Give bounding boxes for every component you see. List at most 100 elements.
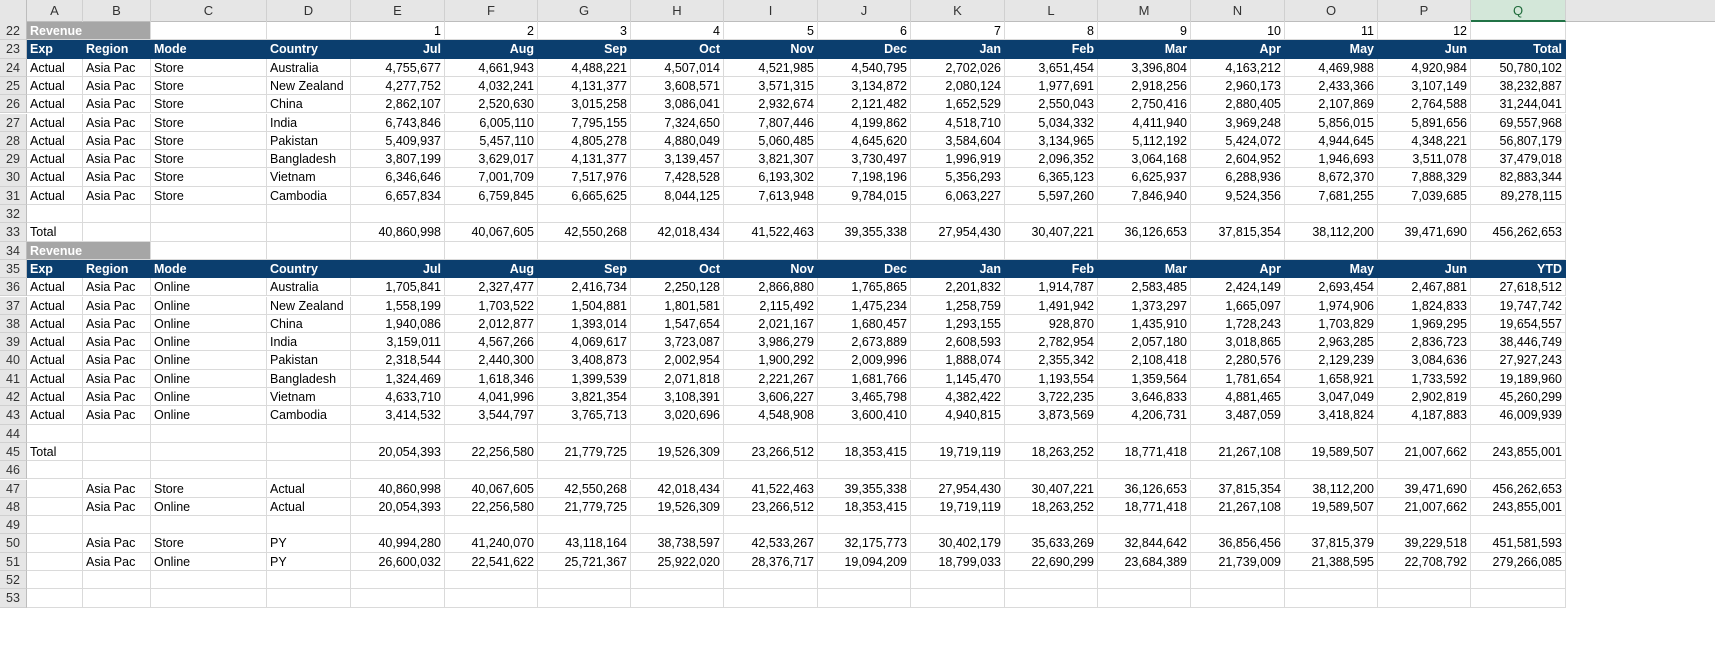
table-cell[interactable]: Total bbox=[27, 442, 83, 462]
table-cell[interactable]: India bbox=[267, 333, 351, 352]
month-index-cell[interactable] bbox=[1378, 241, 1471, 260]
month-index-cell[interactable]: 4 bbox=[631, 22, 724, 41]
table-cell[interactable]: Asia Pac bbox=[83, 168, 151, 187]
table-cell[interactable]: 4,069,617 bbox=[538, 333, 631, 352]
table-cell[interactable]: 3,418,824 bbox=[1285, 406, 1378, 425]
table-cell[interactable] bbox=[1005, 461, 1098, 480]
table-cell[interactable] bbox=[83, 223, 151, 242]
table-cell[interactable]: 6,657,834 bbox=[351, 186, 445, 205]
table-cell[interactable]: Asia Pac bbox=[83, 131, 151, 151]
table-cell[interactable]: 5,891,656 bbox=[1378, 113, 1471, 132]
table-cell[interactable]: 2,902,819 bbox=[1378, 388, 1471, 407]
table-cell[interactable]: 3,873,569 bbox=[1005, 406, 1098, 425]
table-cell[interactable]: 4,131,377 bbox=[538, 150, 631, 169]
table-cell[interactable]: 4,382,422 bbox=[911, 388, 1005, 407]
table-cell[interactable] bbox=[1378, 571, 1471, 590]
table-cell[interactable]: 27,954,430 bbox=[911, 479, 1005, 498]
table-cell[interactable] bbox=[267, 223, 351, 242]
table-cell[interactable]: Australia bbox=[267, 58, 351, 77]
column-header-o[interactable]: O bbox=[1285, 0, 1378, 22]
table-cell[interactable]: 2,121,482 bbox=[818, 95, 911, 114]
table-cell[interactable]: 30,407,221 bbox=[1005, 479, 1098, 498]
table-cell[interactable]: 6,625,937 bbox=[1098, 168, 1191, 187]
table-cell[interactable]: 2,355,342 bbox=[1005, 351, 1098, 370]
row-header-24[interactable]: 24 bbox=[0, 58, 27, 77]
column-header-h[interactable]: H bbox=[631, 0, 724, 22]
month-index-cell[interactable]: 7 bbox=[911, 22, 1005, 41]
table-cell[interactable]: 21,388,595 bbox=[1285, 552, 1378, 571]
table-cell[interactable]: 7,001,709 bbox=[445, 168, 538, 187]
table-cell[interactable]: 20,054,393 bbox=[351, 497, 445, 517]
table-cell[interactable]: 18,771,418 bbox=[1098, 442, 1191, 462]
table-cell[interactable]: 89,278,115 bbox=[1471, 186, 1566, 205]
table-cell[interactable]: 7,807,446 bbox=[724, 113, 818, 132]
month-index-cell[interactable] bbox=[538, 241, 631, 260]
table-cell[interactable]: 4,032,241 bbox=[445, 76, 538, 96]
table-cell[interactable]: Actual bbox=[27, 351, 83, 370]
table-cell[interactable]: 36,856,456 bbox=[1191, 534, 1285, 553]
table-cell[interactable] bbox=[1378, 424, 1471, 443]
table-cell[interactable]: 2,673,889 bbox=[818, 333, 911, 352]
select-all-corner[interactable] bbox=[0, 0, 27, 22]
row-header-48[interactable]: 48 bbox=[0, 497, 27, 517]
table-cell[interactable]: 3,064,168 bbox=[1098, 150, 1191, 169]
table-cell[interactable]: 6,193,302 bbox=[724, 168, 818, 187]
table-header-cell[interactable]: Aug bbox=[445, 40, 538, 59]
table-cell[interactable]: 4,645,620 bbox=[818, 131, 911, 151]
month-index-cell[interactable]: 2 bbox=[445, 22, 538, 41]
table-cell[interactable]: 1,765,865 bbox=[818, 278, 911, 297]
table-cell[interactable]: 22,541,622 bbox=[445, 552, 538, 571]
table-cell[interactable]: 3,047,049 bbox=[1285, 388, 1378, 407]
table-cell[interactable]: 3,807,199 bbox=[351, 150, 445, 169]
table-cell[interactable]: 38,112,200 bbox=[1285, 479, 1378, 498]
table-cell[interactable] bbox=[1191, 571, 1285, 590]
column-header-q[interactable]: Q bbox=[1471, 0, 1566, 22]
table-cell[interactable]: 1,652,529 bbox=[911, 95, 1005, 114]
table-cell[interactable]: 2,107,869 bbox=[1285, 95, 1378, 114]
table-cell[interactable] bbox=[267, 589, 351, 608]
table-cell[interactable]: 2,416,734 bbox=[538, 278, 631, 297]
table-cell[interactable]: 1,914,787 bbox=[1005, 278, 1098, 297]
table-cell[interactable]: 41,522,463 bbox=[724, 223, 818, 242]
table-cell[interactable]: 4,881,465 bbox=[1191, 388, 1285, 407]
table-cell[interactable]: 4,469,988 bbox=[1285, 58, 1378, 77]
table-cell[interactable] bbox=[538, 424, 631, 443]
table-cell[interactable] bbox=[1098, 461, 1191, 480]
table-cell[interactable]: 3,020,696 bbox=[631, 406, 724, 425]
row-header-32[interactable]: 32 bbox=[0, 205, 27, 224]
table-cell[interactable]: 4,507,014 bbox=[631, 58, 724, 77]
table-cell[interactable] bbox=[911, 516, 1005, 535]
table-cell[interactable]: 456,262,653 bbox=[1471, 223, 1566, 242]
table-cell[interactable]: 21,779,725 bbox=[538, 497, 631, 517]
table-cell[interactable] bbox=[631, 205, 724, 224]
table-cell[interactable]: 2,918,256 bbox=[1098, 76, 1191, 96]
table-cell[interactable]: Actual bbox=[27, 278, 83, 297]
table-cell[interactable] bbox=[83, 424, 151, 443]
table-cell[interactable]: 3,544,797 bbox=[445, 406, 538, 425]
month-index-cell[interactable] bbox=[151, 241, 267, 260]
table-cell[interactable]: Asia Pac bbox=[83, 150, 151, 169]
table-cell[interactable]: 82,883,344 bbox=[1471, 168, 1566, 187]
table-cell[interactable]: 2,880,405 bbox=[1191, 95, 1285, 114]
month-index-cell[interactable] bbox=[151, 22, 267, 41]
table-cell[interactable]: 3,086,041 bbox=[631, 95, 724, 114]
table-cell[interactable]: Actual bbox=[27, 58, 83, 77]
table-cell[interactable]: 456,262,653 bbox=[1471, 479, 1566, 498]
table-cell[interactable]: 20,054,393 bbox=[351, 442, 445, 462]
column-header-e[interactable]: E bbox=[351, 0, 445, 22]
table-cell[interactable]: 2,862,107 bbox=[351, 95, 445, 114]
table-cell[interactable]: 3,608,571 bbox=[631, 76, 724, 96]
table-cell[interactable]: 2,467,881 bbox=[1378, 278, 1471, 297]
row-header-26[interactable]: 26 bbox=[0, 95, 27, 114]
table-cell[interactable] bbox=[631, 571, 724, 590]
table-cell[interactable]: 4,633,710 bbox=[351, 388, 445, 407]
table-cell[interactable]: 2,433,366 bbox=[1285, 76, 1378, 96]
month-index-cell[interactable]: 6 bbox=[818, 22, 911, 41]
table-cell[interactable]: 1,977,691 bbox=[1005, 76, 1098, 96]
month-index-cell[interactable] bbox=[267, 22, 351, 41]
table-cell[interactable]: 1,504,881 bbox=[538, 296, 631, 315]
table-cell[interactable] bbox=[724, 424, 818, 443]
table-cell[interactable]: 4,521,985 bbox=[724, 58, 818, 77]
table-cell[interactable]: 2,693,454 bbox=[1285, 278, 1378, 297]
table-header-cell[interactable]: May bbox=[1285, 259, 1378, 279]
